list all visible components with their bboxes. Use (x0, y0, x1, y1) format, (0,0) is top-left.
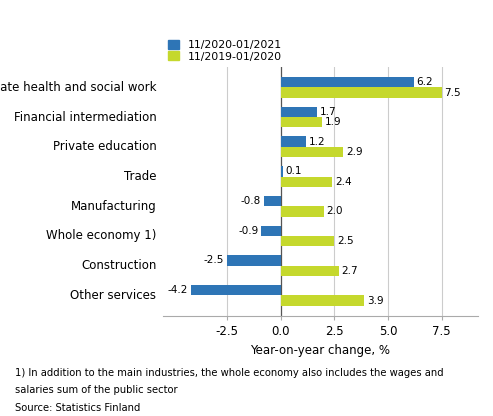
Bar (281, 117, 321, 127)
Text: 2.9: 2.9 (346, 147, 362, 157)
Text: Construction: Construction (81, 259, 156, 272)
Bar (281, 106, 317, 117)
Text: 0.1: 0.1 (285, 166, 302, 176)
Text: 2.4: 2.4 (335, 177, 352, 187)
Bar (281, 87, 442, 98)
X-axis label: Year-on-year change, %: Year-on-year change, % (250, 344, 390, 357)
Text: Private education: Private education (53, 140, 156, 153)
Bar (264, 196, 281, 206)
Text: 1) In addition to the main industries, the whole economy also includes the wages: 1) In addition to the main industries, t… (15, 368, 443, 378)
Bar (281, 77, 414, 87)
Text: 1.7: 1.7 (320, 107, 337, 117)
Text: 1.9: 1.9 (324, 117, 341, 127)
Bar (191, 285, 281, 295)
Bar (227, 255, 281, 266)
Bar (281, 166, 283, 176)
Text: Other services: Other services (70, 289, 156, 302)
Bar (281, 176, 332, 187)
Text: Source: Statistics Finland: Source: Statistics Finland (15, 403, 140, 413)
Text: 2.7: 2.7 (342, 266, 358, 276)
Text: 2.5: 2.5 (337, 236, 354, 246)
Text: -2.5: -2.5 (204, 255, 224, 265)
Bar (281, 206, 324, 217)
Bar (281, 236, 334, 246)
Text: 1.2: 1.2 (309, 136, 326, 146)
Text: salaries sum of the public sector: salaries sum of the public sector (15, 385, 177, 395)
Text: Trade: Trade (124, 170, 156, 183)
Bar (281, 266, 339, 276)
Text: -0.8: -0.8 (241, 196, 261, 206)
Text: Financial intermediation: Financial intermediation (14, 111, 156, 124)
Legend: 11/2020-01/2021, 11/2019-01/2020: 11/2020-01/2021, 11/2019-01/2020 (168, 40, 282, 62)
Bar (281, 295, 364, 306)
Text: 3.9: 3.9 (367, 295, 384, 306)
Text: Private health and social work: Private health and social work (0, 81, 156, 94)
Text: Whole economy 1): Whole economy 1) (46, 230, 156, 243)
Text: 7.5: 7.5 (445, 87, 461, 98)
Text: Manufacturing: Manufacturing (70, 200, 156, 213)
Bar (261, 225, 281, 236)
Bar (281, 136, 307, 147)
Text: -4.2: -4.2 (168, 285, 188, 295)
Bar (281, 147, 343, 157)
Text: 2.0: 2.0 (326, 206, 343, 216)
Text: 6.2: 6.2 (417, 77, 433, 87)
Text: -0.9: -0.9 (239, 226, 259, 236)
